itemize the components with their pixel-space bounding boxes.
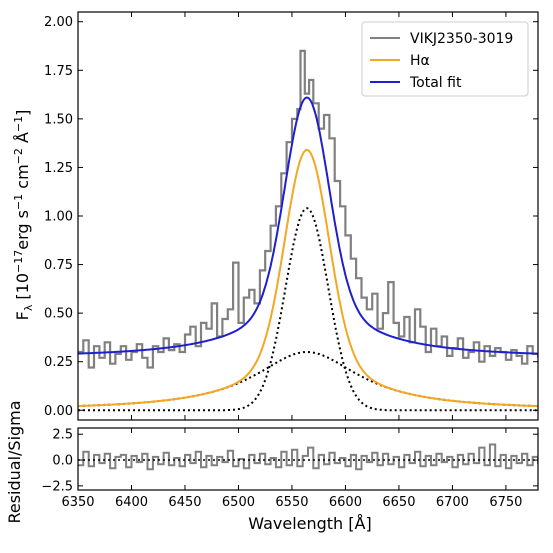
x-tick-label: 6650 bbox=[382, 495, 415, 510]
total-fit bbox=[78, 96, 538, 355]
y-tick-label: 0.75 bbox=[44, 258, 73, 273]
legend-label-observed: VIKJ2350-3019 bbox=[410, 31, 513, 47]
y-tick-label: 0.00 bbox=[44, 404, 73, 419]
x-tick-label: 6600 bbox=[329, 495, 362, 510]
main-panel: 0.00 0.25 0.50 0.75 1.00 1.25 1.50 1.75 2.00 bbox=[44, 11, 539, 421]
y-tick-label: 2.5 bbox=[52, 428, 73, 443]
x-tick-label: 6700 bbox=[436, 495, 469, 510]
x-tick-label: 6350 bbox=[61, 495, 94, 510]
plot-frame bbox=[77, 427, 539, 491]
legend: VIKJ2350-3019 Hα Total fit bbox=[361, 21, 529, 97]
legend-box bbox=[361, 21, 529, 97]
residual-y-axis-label: Residual/Sigma bbox=[5, 400, 24, 523]
x-tick-label: 6400 bbox=[115, 495, 148, 510]
y-tick-label: 1.50 bbox=[44, 112, 73, 127]
x-axis-label: Wavelength [Å] bbox=[248, 514, 371, 533]
y-tick-label: 1.00 bbox=[44, 210, 73, 225]
halpha-fit bbox=[78, 148, 538, 408]
x-tick-label: 6500 bbox=[222, 495, 255, 510]
x-tick-label: 6750 bbox=[489, 495, 522, 510]
observed-spectrum bbox=[78, 49, 538, 369]
x-tick-label: 6550 bbox=[275, 495, 308, 510]
legend-label-halpha: Hα bbox=[410, 53, 430, 69]
y-tick-label: 1.25 bbox=[44, 161, 73, 176]
y-tick-label: 1.75 bbox=[44, 64, 73, 79]
legend-label-total-fit: Total fit bbox=[409, 75, 462, 91]
narrow-component bbox=[78, 207, 538, 412]
y-tick-label: −2.5 bbox=[41, 479, 73, 494]
main-data-layer bbox=[78, 49, 538, 412]
residual-data-layer bbox=[78, 443, 538, 471]
y-tick-label: 0.0 bbox=[52, 454, 73, 469]
residual-panel: 6350 6400 6450 6500 6550 6600 6650 6700 6750 −2.5… bbox=[41, 427, 539, 510]
main-y-axis-label: Fλ [10−17erg s−1 cm−2 Å−1] bbox=[12, 110, 35, 321]
y-tick-label: 2.00 bbox=[44, 15, 73, 30]
y-tick-label: 0.25 bbox=[44, 355, 73, 370]
y-tick-label: 0.50 bbox=[44, 307, 73, 322]
residual-spectrum bbox=[78, 443, 538, 471]
x-tick-label: 6450 bbox=[168, 495, 201, 510]
